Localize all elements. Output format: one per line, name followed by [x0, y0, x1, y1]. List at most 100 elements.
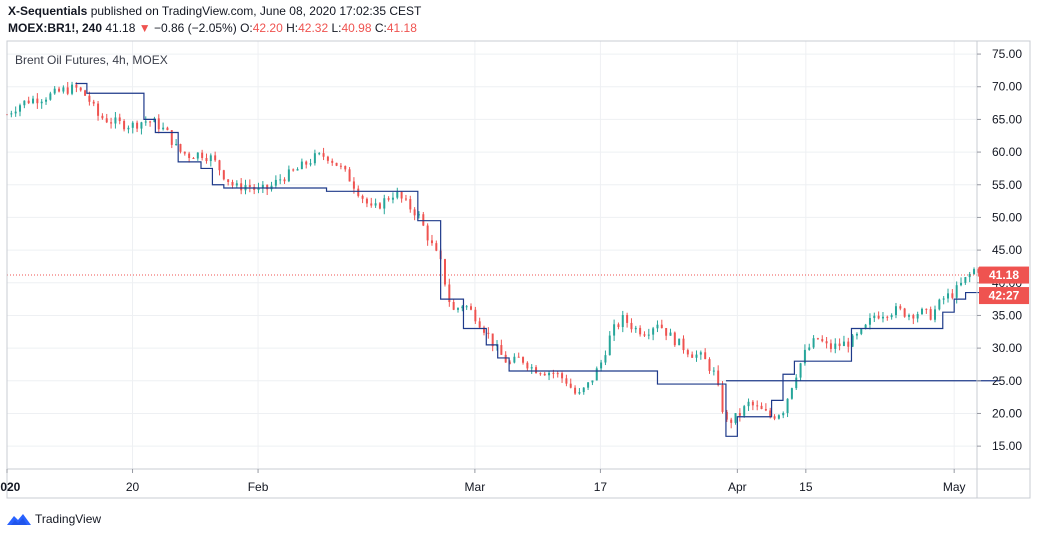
candle-body	[868, 318, 871, 325]
candle-body	[491, 333, 494, 347]
x-tick-label: Mar	[465, 480, 486, 494]
candle-body	[760, 405, 763, 410]
candle-body	[790, 388, 793, 399]
candle-body	[829, 343, 832, 349]
candle-body	[179, 144, 182, 152]
candle-body	[907, 315, 910, 317]
candle-body	[582, 387, 585, 393]
ohlc-header: MOEX:BR1!, 240 41.18 ▼ −0.86 (−2.05%) O:…	[8, 21, 417, 35]
candle-body	[417, 214, 420, 216]
x-tick-label: May	[943, 480, 966, 494]
candle-body	[222, 170, 225, 180]
candle-body	[14, 111, 17, 114]
y-tick-label: 55.00	[992, 178, 1022, 192]
y-tick-label: 75.00	[992, 47, 1022, 61]
candle-body	[374, 203, 377, 206]
candle-body	[27, 100, 30, 104]
candle-body	[574, 387, 577, 394]
candle-body	[626, 314, 629, 323]
candle-body	[331, 160, 334, 163]
candle-body	[695, 354, 698, 358]
candle-body	[136, 122, 139, 129]
countdown-label: 42:27	[989, 289, 1020, 303]
candle-body	[335, 162, 338, 166]
candle-body	[565, 378, 568, 384]
candle-body	[170, 130, 173, 145]
candle-body	[339, 165, 342, 167]
candle-body	[613, 324, 616, 336]
candle-body	[92, 101, 95, 104]
candle-body	[123, 121, 126, 130]
publish-header: X-Sequentials published on TradingView.c…	[8, 4, 421, 18]
candle-body	[643, 334, 646, 336]
candle-body	[183, 151, 186, 154]
candle-body	[561, 373, 564, 379]
candle-body	[686, 350, 689, 355]
candle-body	[422, 214, 425, 226]
candle-body	[704, 352, 707, 360]
candle-body	[58, 88, 61, 92]
candle-body	[192, 157, 195, 159]
candle-body	[920, 308, 923, 315]
candle-body	[483, 327, 486, 333]
candle-body	[782, 413, 785, 416]
candle-body	[240, 183, 243, 191]
candle-body	[40, 101, 43, 104]
y-tick-label: 45.00	[992, 243, 1022, 257]
candle-body	[812, 338, 815, 348]
candle-body	[266, 184, 269, 190]
candle-body	[344, 166, 347, 170]
candle-body	[361, 195, 364, 199]
author-name[interactable]: X-Sequentials	[8, 4, 88, 18]
candle-body	[149, 121, 152, 123]
high-value: 42.32	[298, 21, 329, 35]
candle-body	[799, 363, 802, 378]
tradingview-brand[interactable]: TradingView	[35, 512, 102, 526]
candle-body	[652, 328, 655, 335]
candle-body	[816, 338, 819, 340]
candle-body	[292, 169, 295, 171]
candle-body	[656, 324, 659, 329]
low-value: 40.98	[341, 21, 372, 35]
candle-body	[218, 160, 221, 171]
candle-body	[452, 302, 455, 310]
candle-body	[257, 188, 260, 190]
candle-body	[955, 285, 958, 298]
time-axis[interactable]: 202020FebMar17Apr15MayJun15	[0, 469, 1037, 494]
candle-body	[196, 152, 199, 159]
candle-body	[287, 169, 290, 182]
candle-body	[10, 113, 13, 115]
candle-body	[960, 282, 963, 286]
candle-body	[144, 121, 147, 123]
candle-body	[36, 98, 39, 104]
y-tick-label: 65.00	[992, 112, 1022, 126]
candle-body	[188, 153, 191, 158]
candle-body	[404, 198, 407, 200]
tradingview-logo-icon[interactable]	[7, 512, 31, 526]
candle-body	[678, 338, 681, 346]
candle-body	[886, 316, 889, 318]
candle-body	[929, 309, 932, 320]
candle-body	[378, 203, 381, 209]
candle-body	[973, 269, 976, 274]
candle-body	[639, 327, 642, 335]
plot-area[interactable]	[7, 41, 977, 469]
candle-body	[808, 347, 811, 350]
candle-body	[513, 356, 516, 363]
candle-body	[509, 362, 512, 364]
chart-title: Brent Oil Futures, 4h, MOEX	[15, 53, 168, 67]
candle-body	[890, 315, 893, 318]
candle-body	[842, 341, 845, 347]
candle-body	[79, 87, 82, 91]
candle-body	[118, 117, 121, 122]
candle-body	[352, 181, 355, 189]
candle-body	[691, 354, 694, 358]
price-axis[interactable]: 15.0020.0025.0030.0035.0040.0045.0050.00…	[977, 47, 1022, 453]
candle-body	[409, 199, 412, 210]
price-series	[6, 81, 1000, 437]
candle-body	[777, 415, 780, 419]
candle-body	[743, 406, 746, 416]
candle-body	[717, 370, 720, 386]
candle-body	[84, 90, 87, 96]
